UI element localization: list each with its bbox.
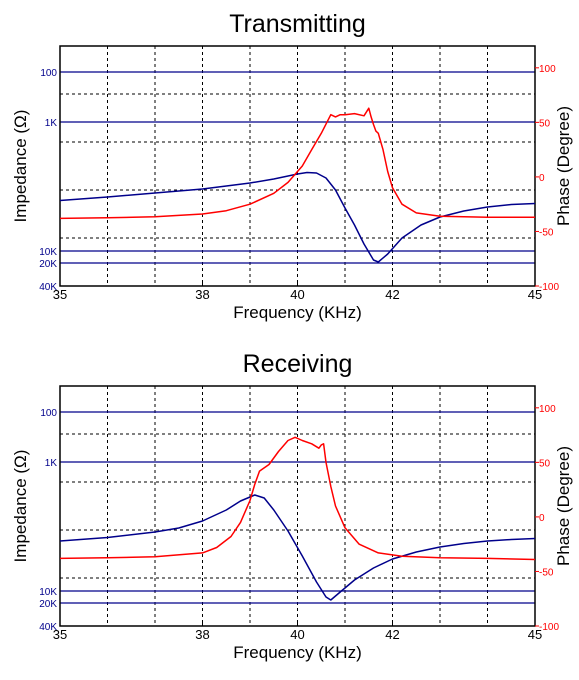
right-tick-label: 100 <box>539 404 556 415</box>
right-axis-label: Phase (Degree) <box>554 446 573 566</box>
right-tick-label: -100 <box>539 282 559 293</box>
x-tick-label: 45 <box>528 627 542 642</box>
right-tick-label: 50 <box>539 118 551 129</box>
left-axis-label: Impedance (Ω) <box>11 450 30 563</box>
right-tick-label: -50 <box>539 567 554 578</box>
phase-curve <box>59 436 536 561</box>
right-tick-label: 100 <box>539 64 556 75</box>
left-tick-label: 40K <box>39 282 57 293</box>
left-tick-label: 10K <box>39 247 57 258</box>
x-tick-label: 42 <box>385 627 399 642</box>
x-tick-label: 38 <box>195 287 209 302</box>
x-tick-label: 40 <box>290 287 304 302</box>
left-tick-label: 20K <box>39 259 57 270</box>
x-tick-label: 45 <box>528 287 542 302</box>
right-tick-label: -100 <box>539 622 559 633</box>
chart-title: Receiving <box>243 350 353 378</box>
x-tick-label: 35 <box>53 287 67 302</box>
x-axis-label: Frequency (KHz) <box>233 303 361 322</box>
chart-title: Transmitting <box>229 10 366 38</box>
right-tick-label: 0 <box>539 513 545 524</box>
left-tick-label: 100 <box>40 68 57 79</box>
right-tick-label: 0 <box>539 173 545 184</box>
right-tick-label: -50 <box>539 227 554 238</box>
x-tick-label: 35 <box>53 627 67 642</box>
phase-curve <box>59 107 535 220</box>
left-tick-label: 1K <box>45 458 58 469</box>
left-tick-label: 10K <box>39 587 57 598</box>
transmitting-chart: Transmitting 35 38 40 42 45 Frequency (KHz) 100… <box>11 10 573 322</box>
left-tick-label: 1K <box>45 118 58 129</box>
right-tick-label: 50 <box>539 458 551 469</box>
receiving-chart: Receiving 35 38 40 42 45 Frequency (KHz) 100 1K 1… <box>0 340 579 680</box>
impedance-curve <box>59 171 536 263</box>
left-tick-label: 40K <box>39 622 57 633</box>
left-tick-label: 20K <box>39 599 57 610</box>
x-tick-label: 40 <box>290 627 304 642</box>
impedance-curve <box>59 494 536 601</box>
chart-svg: Transmitting 35 38 40 42 45 Frequency (KHz) 100… <box>11 10 573 322</box>
left-axis-label: Impedance (Ω) <box>11 110 30 223</box>
left-tick-label: 100 <box>40 408 57 419</box>
x-tick-label: 38 <box>195 627 209 642</box>
chart-svg: Receiving 35 38 40 42 45 Frequency (KHz) 100 1K 1… <box>11 350 573 662</box>
x-tick-label: 42 <box>385 287 399 302</box>
right-axis-label: Phase (Degree) <box>554 106 573 226</box>
x-axis-label: Frequency (KHz) <box>233 643 361 662</box>
